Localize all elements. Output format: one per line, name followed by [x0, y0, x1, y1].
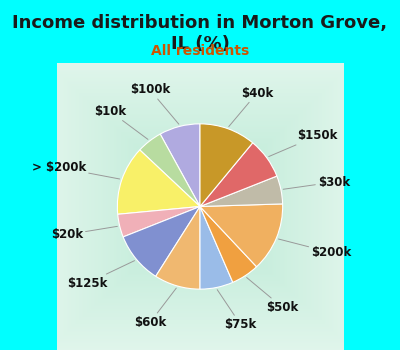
Text: > $200k: > $200k	[32, 161, 120, 179]
Wedge shape	[117, 150, 200, 214]
Wedge shape	[200, 176, 283, 206]
Wedge shape	[140, 134, 200, 206]
Text: $40k: $40k	[229, 86, 273, 127]
Text: Income distribution in Morton Grove,
IL (%): Income distribution in Morton Grove, IL …	[12, 14, 388, 52]
Wedge shape	[160, 124, 200, 206]
Wedge shape	[156, 206, 200, 289]
Wedge shape	[123, 206, 200, 276]
Wedge shape	[200, 124, 253, 206]
Text: $10k: $10k	[94, 105, 148, 139]
Text: All residents: All residents	[151, 44, 249, 58]
Wedge shape	[200, 143, 277, 206]
Wedge shape	[118, 206, 200, 237]
Text: $30k: $30k	[283, 176, 350, 189]
Text: $200k: $200k	[278, 239, 352, 259]
Text: $60k: $60k	[134, 288, 176, 329]
Wedge shape	[200, 204, 283, 267]
Text: $125k: $125k	[67, 261, 134, 290]
Text: $150k: $150k	[269, 129, 338, 156]
Text: $100k: $100k	[130, 83, 179, 124]
Wedge shape	[200, 206, 233, 289]
Text: $75k: $75k	[217, 290, 257, 331]
Text: $20k: $20k	[51, 226, 117, 241]
Text: $50k: $50k	[247, 278, 298, 314]
Wedge shape	[200, 206, 256, 282]
